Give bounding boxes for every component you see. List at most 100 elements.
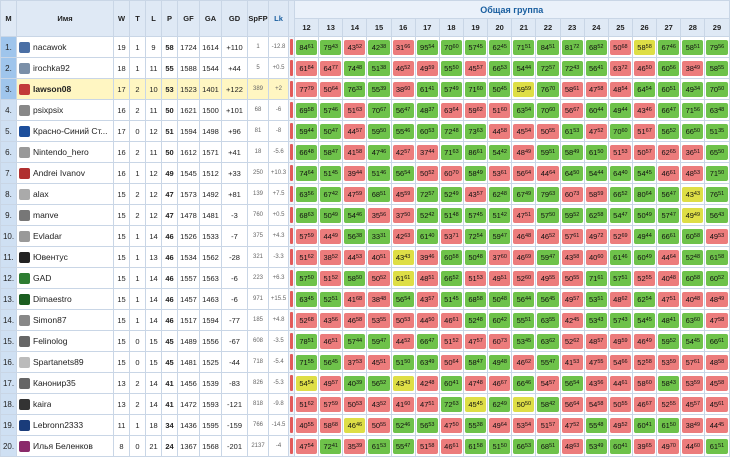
match-result[interactable]: 56 47 [656,183,682,205]
match-result[interactable]: 60 58 [680,267,706,289]
match-result[interactable]: 60 41 [607,435,633,457]
match-result[interactable]: 48 49 [511,141,537,163]
match-result[interactable]: 56 54 [390,288,416,310]
match-result[interactable]: 70 60 [438,36,464,58]
match-result[interactable]: 64 54 [631,78,658,100]
match-result[interactable]: 76 33 [342,78,368,100]
match-result[interactable]: 56 45 [535,288,561,310]
match-result[interactable]: 53 54 [511,414,537,436]
header-lk[interactable]: Lk [268,0,289,37]
match-result[interactable]: 51 45 [438,288,464,310]
match-result[interactable]: 48 37 [414,99,440,121]
match-result[interactable]: 58 43 [656,372,682,394]
match-result[interactable]: 47 51 [511,204,537,226]
match-result[interactable]: 38 52 [318,246,344,268]
match-result[interactable]: 58 50 [342,267,368,289]
match-result[interactable]: 43 58 [559,246,585,268]
player-name[interactable]: Lebronn2333 [33,420,84,430]
match-result[interactable]: 40 39 [342,372,368,394]
match-result[interactable]: 70 60 [535,99,561,121]
match-result[interactable]: 71 51 [511,36,537,58]
match-result[interactable]: 71 55 [293,351,320,373]
match-result[interactable]: 56 54 [559,372,585,394]
match-result[interactable]: 72 48 [438,120,464,142]
match-result[interactable]: 84 51 [535,36,561,58]
match-result[interactable]: 42 48 [414,372,440,394]
match-result[interactable]: 59 59 [511,78,537,100]
player-name-cell[interactable]: Красно-Синий Ст... [16,120,114,142]
match-result[interactable]: 51 38 [366,57,392,79]
match-result[interactable]: 50 57 [631,141,658,163]
match-result[interactable]: 74 64 [293,162,320,184]
match-result[interactable]: 48 53 [680,162,706,184]
match-result[interactable]: 61 41 [414,78,440,100]
match-result[interactable]: 51 35 [704,120,730,142]
match-result[interactable]: 72 63 [438,393,464,415]
match-result[interactable]: 38 49 [680,57,706,79]
match-result[interactable]: 49 72 [583,225,609,247]
match-result[interactable]: 58 61 [559,78,585,100]
match-result[interactable]: 35 39 [342,435,368,457]
match-result[interactable]: 50 55 [559,267,585,289]
match-result[interactable]: 45 61 [704,393,730,415]
match-result[interactable]: 42 38 [366,36,392,58]
match-result[interactable]: 61 50 [583,141,609,163]
match-result[interactable]: 44 57 [342,120,368,142]
match-result[interactable]: 60 70 [438,162,464,184]
match-result[interactable]: 52 51 [318,288,344,310]
match-result[interactable]: 54 46 [342,204,368,226]
match-result[interactable]: 57 45 [462,36,489,58]
match-result[interactable]: 44 64 [656,246,682,268]
player-name-cell[interactable]: lawson08 [16,78,114,100]
match-result[interactable]: 53 71 [438,225,464,247]
player-name[interactable]: Spartanets89 [33,357,84,367]
match-result[interactable]: 47 52 [559,414,585,436]
match-result[interactable]: 41 53 [559,351,585,373]
match-result[interactable]: 71 56 [680,99,706,121]
match-result[interactable]: 86 61 [462,141,489,163]
player-name[interactable]: manve [33,210,59,220]
match-result[interactable]: 49 55 [535,267,561,289]
match-result[interactable]: 46 67 [487,372,513,394]
match-result[interactable]: 58 68 [318,414,344,436]
match-result[interactable]: 52 49 [438,183,464,205]
match-result[interactable]: 40 51 [366,246,392,268]
match-result[interactable]: 60 52 [704,267,730,289]
match-result[interactable]: 57 59 [293,225,320,247]
match-result[interactable]: 44 50 [414,309,440,331]
match-result[interactable]: 43 56 [318,309,344,331]
match-result[interactable]: 36 51 [680,141,706,163]
player-name-cell[interactable]: Evladar [16,225,114,247]
match-result[interactable]: 51 63 [342,99,368,121]
match-result[interactable]: 69 58 [293,99,320,121]
match-result[interactable]: 76 70 [535,78,561,100]
match-result[interactable]: 76 51 [704,183,730,205]
match-result[interactable]: 45 57 [462,57,489,79]
match-result[interactable]: 54 45 [631,309,658,331]
match-result[interactable]: 51 52 [318,267,344,289]
match-result[interactable]: 60 56 [656,57,682,79]
player-name-cell[interactable]: Andrei Ivanov [16,162,114,184]
match-result[interactable]: 48 54 [607,78,633,100]
match-result[interactable]: 52 55 [631,267,658,289]
match-result[interactable]: 55 38 [462,414,489,436]
match-result[interactable]: 59 52 [656,330,682,352]
match-result[interactable]: 44 64 [535,162,561,184]
player-name[interactable]: Simon87 [33,315,67,325]
match-result[interactable]: 43 52 [342,36,368,58]
match-result[interactable]: 51 60 [487,99,513,121]
match-result[interactable]: 53 49 [583,435,609,457]
match-result[interactable]: 54 47 [607,204,633,226]
match-result[interactable]: 41 58 [342,141,368,163]
match-result[interactable]: 54 66 [607,351,633,373]
match-result[interactable]: 39 44 [342,162,368,184]
match-result[interactable]: 45 57 [680,393,706,415]
match-result[interactable]: 62 49 [487,393,513,415]
match-result[interactable]: 51 53 [607,141,633,163]
match-result[interactable]: 60 58 [680,225,706,247]
match-result[interactable]: 43 52 [366,393,392,415]
player-name-cell[interactable]: Канонир35 [16,372,114,394]
match-result[interactable]: 64 77 [318,57,344,79]
match-result[interactable]: 54 44 [511,57,537,79]
match-result[interactable]: 53 45 [511,330,537,352]
